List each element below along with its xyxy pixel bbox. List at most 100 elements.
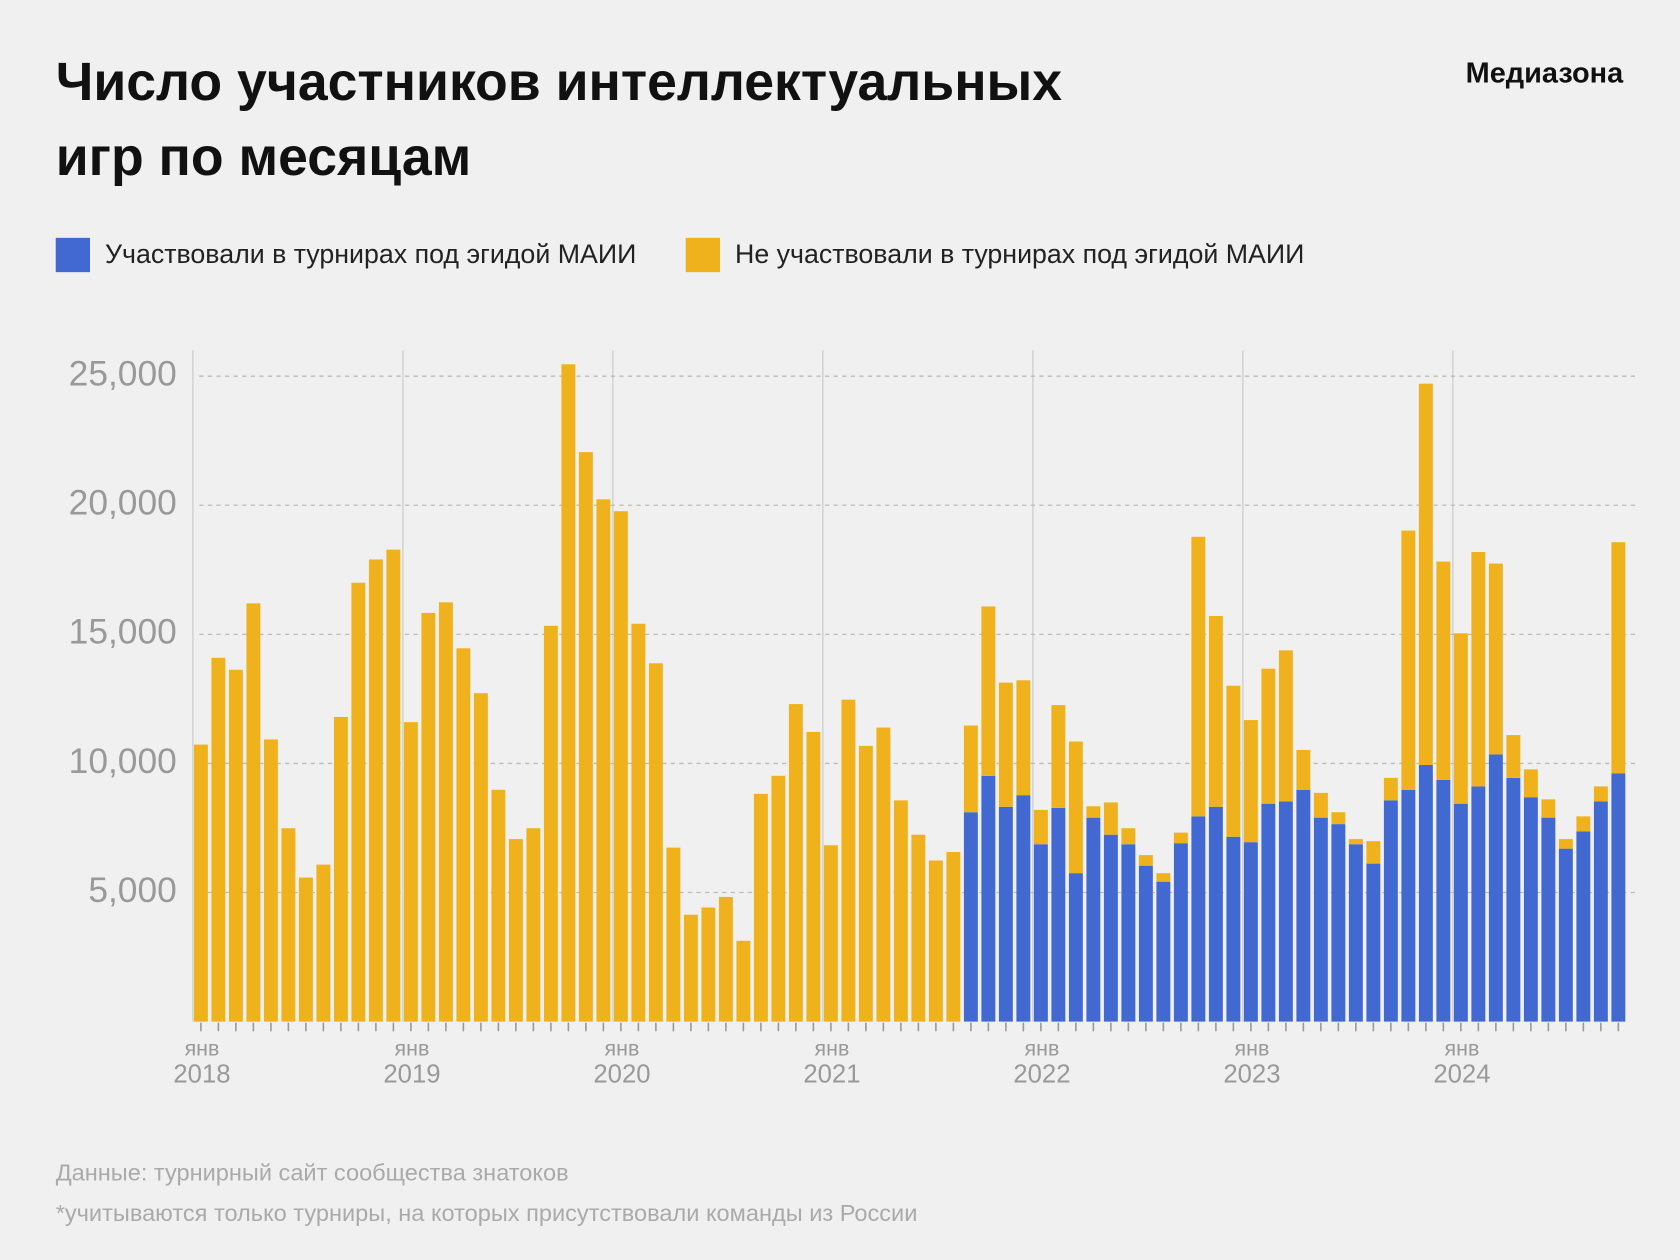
brand: Медиазона: [1466, 58, 1624, 90]
bar-segment: [736, 940, 751, 1022]
bar-segment: [1488, 563, 1503, 755]
x-tick-month: янв: [815, 1037, 850, 1061]
x-tick-year: 2018: [173, 1061, 230, 1089]
x-tick-month: янв: [1445, 1037, 1480, 1061]
bar-segment: [1418, 383, 1433, 765]
bar-segment: [1121, 844, 1136, 1022]
x-tick-month: янв: [395, 1037, 430, 1061]
legend-label: Участвовали в турнирах под эгидой МАИИ: [105, 239, 636, 269]
bar-segment: [228, 669, 243, 1022]
bar-segment: [876, 727, 891, 1022]
bar-segment: [316, 864, 331, 1022]
bar-segment: [1541, 817, 1556, 1022]
bar-segment: [1086, 806, 1101, 818]
bar-segment: [1331, 812, 1346, 825]
bar-segment: [648, 663, 663, 1022]
legend-swatch: [685, 237, 720, 273]
bar-segment: [1523, 769, 1538, 798]
bar-segment: [753, 793, 768, 1022]
bar-segment: [1068, 741, 1083, 874]
bar-segment: [911, 834, 926, 1022]
bar-segment: [596, 499, 611, 1022]
x-tick-year: 2024: [1433, 1061, 1490, 1089]
y-tick-label: 25,000: [69, 355, 177, 394]
bar-segment: [1051, 807, 1066, 1022]
x-tick-year: 2022: [1013, 1061, 1070, 1089]
bar-segment: [1488, 754, 1503, 1022]
bar-segment: [1243, 842, 1258, 1022]
bar-segment: [1453, 803, 1468, 1022]
bar-segment: [368, 559, 383, 1022]
x-tick-month: янв: [605, 1037, 640, 1061]
y-tick-label: 20,000: [69, 484, 177, 523]
bar-segment: [456, 648, 471, 1022]
x-tick-month: янв: [1025, 1037, 1060, 1061]
bar-segment: [246, 603, 261, 1022]
bar-segment: [526, 828, 541, 1022]
x-tick-month: янв: [1235, 1037, 1270, 1061]
bar-segment: [1226, 685, 1241, 837]
bar-segment: [1418, 764, 1433, 1022]
bar-segment: [1243, 720, 1258, 843]
bar-segment: [491, 789, 506, 1022]
bar-segment: [333, 716, 348, 1022]
bar-segment: [1593, 786, 1608, 802]
bar-segment: [1208, 806, 1223, 1022]
bar-segment: [1331, 824, 1346, 1022]
y-tick-label: 15,000: [69, 613, 177, 652]
chart-title: игр по месяцам: [56, 128, 472, 187]
bar-segment: [508, 839, 523, 1022]
source-note: Данные: турнирный сайт сообщества знаток…: [56, 1160, 569, 1186]
bar-segment: [1471, 551, 1486, 787]
bar-segment: [1068, 873, 1083, 1022]
bar-segment: [421, 612, 436, 1022]
y-tick-label: 10,000: [69, 742, 177, 781]
bar-segment: [1278, 801, 1293, 1022]
x-tick-year: 2021: [803, 1061, 860, 1089]
bar-segment: [1611, 542, 1626, 774]
bar-segment: [1278, 650, 1293, 802]
bar-segment: [1033, 809, 1048, 845]
bar-segment: [1016, 795, 1031, 1022]
bar-segment: [473, 693, 488, 1022]
y-tick-label: 5,000: [88, 871, 176, 910]
bar-segment: [1313, 817, 1328, 1022]
bar-segment: [683, 914, 698, 1022]
bar-segment: [718, 896, 733, 1022]
bar-segment: [613, 511, 628, 1022]
bar-segment: [1313, 792, 1328, 818]
bar-segment: [963, 725, 978, 813]
bar-segment: [981, 606, 996, 776]
bar-segment: [1401, 530, 1416, 790]
bar-segment: [806, 731, 821, 1022]
bar-segment: [1366, 863, 1381, 1022]
bar-segment: [788, 704, 803, 1022]
bar-segment: [1051, 705, 1066, 808]
bar-segment: [1208, 616, 1223, 807]
bar-segment: [351, 582, 366, 1022]
chart-title: Число участников интеллектуальных: [56, 53, 1063, 112]
bar-segment: [1541, 799, 1556, 818]
bar-segment: [631, 623, 646, 1022]
bar-segment: [1576, 831, 1591, 1022]
bar-segment: [193, 744, 208, 1022]
bar-segment: [666, 847, 681, 1022]
bar-segment: [946, 851, 961, 1022]
bar-segment: [1506, 735, 1521, 778]
bar-segment: [438, 602, 453, 1022]
bar-segment: [1033, 844, 1048, 1022]
bar-segment: [1173, 832, 1188, 844]
bar-segment: [1436, 779, 1451, 1022]
x-tick-year: 2019: [383, 1061, 440, 1089]
bar-segment: [1471, 786, 1486, 1022]
bar-segment: [298, 877, 313, 1022]
bar-segment: [386, 549, 401, 1022]
bar-segment: [1593, 801, 1608, 1022]
bar-segment: [893, 800, 908, 1022]
bar-segment: [1453, 633, 1468, 804]
bar-segment: [403, 722, 418, 1022]
bar-segment: [281, 828, 296, 1022]
bar-segment: [1103, 802, 1118, 835]
bar-segment: [928, 860, 943, 1022]
